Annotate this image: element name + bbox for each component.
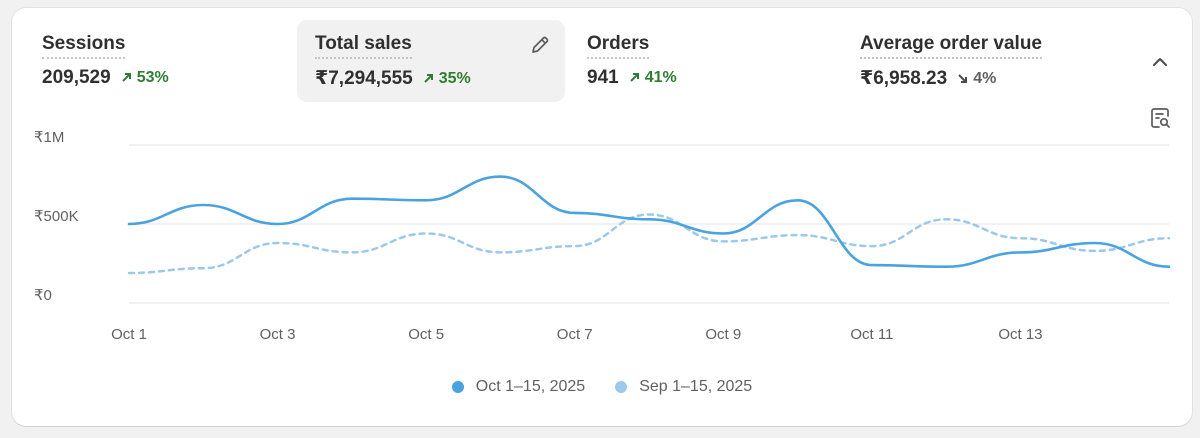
metric-row: ₹6,958.23 4% [860,67,1124,90]
chart-legend: Oct 1–15, 2025 Sep 1–15, 2025 [12,378,1192,396]
metric-value: 209,529 [42,67,111,88]
metric-change-value: 41% [644,68,677,86]
metric-label[interactable]: Sessions [42,33,126,59]
legend-dot-current [451,381,464,393]
arrow-up-right-icon [424,74,433,83]
x-tick-label: Oct 7 [557,326,593,343]
x-tick-label: Oct 11 [850,326,893,343]
report-search-icon[interactable] [1148,106,1172,130]
arrow-up-right-icon [121,73,131,82]
metric-label[interactable]: Orders [587,33,650,59]
series-line-current [127,175,1171,269]
metric-orders[interactable]: Orders 941 41% [569,20,837,102]
metric-row: 209,529 53% [42,67,274,89]
series-line-previous [127,213,1171,275]
metric-average-order-value[interactable]: Average order value ₹6,958.23 4% [842,20,1142,102]
legend-label-current: Oct 1–15, 2025 [475,378,586,395]
metric-row: 941 41% [587,67,819,89]
y-tick-label: ₹500K [34,208,79,225]
x-tick-label: Oct 13 [998,326,1042,343]
metric-label[interactable]: Average order value [860,33,1042,59]
arrow-down-right-icon [958,74,968,83]
legend-item-current[interactable]: Oct 1–15, 2025 [451,378,586,396]
metric-change-value: 4% [973,69,997,87]
x-tick-label: Oct 3 [260,326,296,343]
arrow-up-right-icon [629,73,639,82]
y-tick-label: ₹1M [34,129,64,146]
metric-value: ₹7,294,555 [315,68,413,89]
pencil-icon[interactable] [529,34,551,56]
metric-change: 53% [121,69,169,87]
x-tick-label: Oct 1 [111,326,147,343]
x-tick-label: Oct 9 [705,326,741,343]
metric-value: ₹6,958.23 [860,68,948,89]
metric-change: 4% [957,70,996,88]
legend-label-previous: Sep 1–15, 2025 [639,378,753,395]
legend-dot-previous [615,381,628,393]
x-tick-label: Oct 5 [408,326,444,343]
metric-label[interactable]: Total sales [315,33,412,59]
metric-total-sales[interactable]: Total sales ₹7,294,555 35% [297,20,565,102]
metric-change-value: 53% [136,68,169,86]
metric-sessions[interactable]: Sessions 209,529 53% [24,20,292,102]
legend-item-previous[interactable]: Sep 1–15, 2025 [615,378,752,396]
metric-row: ₹7,294,555 35% [315,67,547,90]
metric-value: 941 [587,67,619,88]
metric-change: 35% [423,70,471,88]
metric-change-value: 35% [438,69,471,87]
y-tick-label: ₹0 [34,287,52,304]
chevron-up-icon[interactable] [1150,52,1170,72]
sales-overview-card: Sessions 209,529 53% Total sales ₹7,294,… [12,8,1192,426]
sales-line-chart: ₹0 ₹500K ₹1M Oct 1 Oct 3 Oct 5 Oct 7 Oct 9 Oct 1… [34,129,1171,343]
metric-change: 41% [629,69,677,87]
